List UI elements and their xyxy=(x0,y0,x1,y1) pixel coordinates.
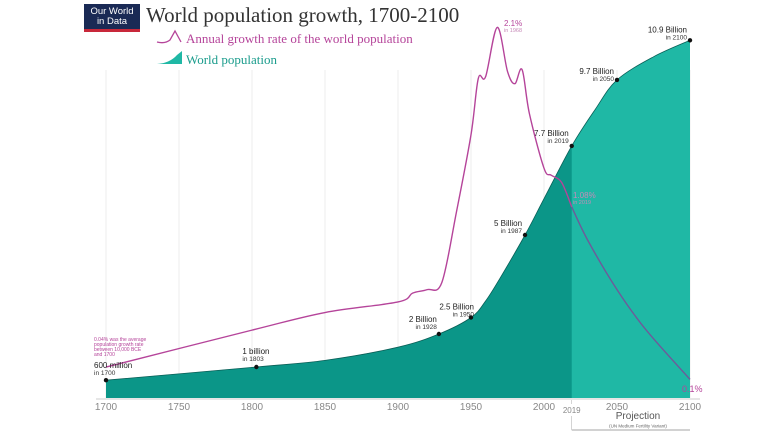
population-label: 2 Billion xyxy=(409,315,437,324)
population-point xyxy=(569,143,574,149)
legend-population: World population xyxy=(186,52,278,67)
rate-peak-label: 2.1% xyxy=(504,19,522,28)
population-sublabel: in 2050 xyxy=(593,76,615,83)
population-sublabel: in 1950 xyxy=(453,312,475,319)
x-tick-label: 1950 xyxy=(460,402,483,413)
projection-sublabel: (UN Medium Fertility Variant) xyxy=(609,424,667,429)
population-label: 2.5 Billion xyxy=(439,303,474,312)
rate-2100-label: 0.1% xyxy=(682,384,703,394)
population-area-historical xyxy=(106,145,572,398)
x-tick-label: 1850 xyxy=(314,402,337,413)
population-line xyxy=(105,39,691,381)
population-sublabel: in 2019 xyxy=(547,138,569,145)
rate-note-line: 0.04% was the average xyxy=(94,337,146,343)
legend-rate: Annual growth rate of the world populati… xyxy=(186,31,413,46)
population-sublabel: in 2100 xyxy=(666,34,688,41)
logo-line-2: in Data xyxy=(96,16,128,27)
population-label: 600 million xyxy=(94,361,132,370)
population-point xyxy=(522,232,528,238)
growth-rate-line-historical xyxy=(105,26,573,368)
growth-rate-line-projection xyxy=(571,206,691,380)
population-label: 7.7 Billion xyxy=(534,129,569,138)
x-tick-label: 1900 xyxy=(387,402,410,413)
population-sublabel: in 1700 xyxy=(94,370,116,377)
rate-note-line: population growth rate xyxy=(94,342,144,348)
rate-peak-sublabel: in 1968 xyxy=(504,28,522,34)
population-point xyxy=(436,331,442,337)
x-tick-label: 1750 xyxy=(168,402,191,413)
rate-note-line: between 10,000 BCE xyxy=(94,347,142,353)
projection-label: Projection xyxy=(616,411,660,422)
population-point xyxy=(254,364,259,370)
population-point xyxy=(468,315,474,320)
chart-title: World population growth, 1700-2100 xyxy=(146,3,460,27)
population-sublabel: in 1987 xyxy=(501,228,523,235)
rate-note-line: and 1700 xyxy=(94,352,115,358)
x-tick-label-2019: 2019 xyxy=(563,406,581,415)
population-sublabel: in 1928 xyxy=(416,324,438,331)
population-label: 10.9 Billion xyxy=(648,25,687,34)
rate-2019-label: 1.08% xyxy=(573,191,596,200)
x-tick-label: 2050 xyxy=(606,402,629,413)
population-point xyxy=(614,77,620,83)
legend-rate-icon xyxy=(156,29,182,44)
legend-population-icon xyxy=(157,51,182,64)
population-sublabel: in 1803 xyxy=(242,356,264,363)
owid-logo: Our World in Data xyxy=(84,4,140,32)
x-tick-label: 2100 xyxy=(679,402,702,413)
rate-2019-sublabel: in 2019 xyxy=(573,200,591,206)
population-point xyxy=(103,378,109,383)
x-tick-label: 2000 xyxy=(533,402,556,413)
population-label: 9.7 Billion xyxy=(579,67,614,76)
population-point xyxy=(687,38,693,43)
x-tick-label: 1800 xyxy=(241,402,264,413)
population-label: 5 Billion xyxy=(494,219,522,228)
x-tick-label: 1700 xyxy=(95,402,118,413)
logo-line-1: Our World xyxy=(90,6,134,17)
population-label: 1 billion xyxy=(242,347,269,356)
